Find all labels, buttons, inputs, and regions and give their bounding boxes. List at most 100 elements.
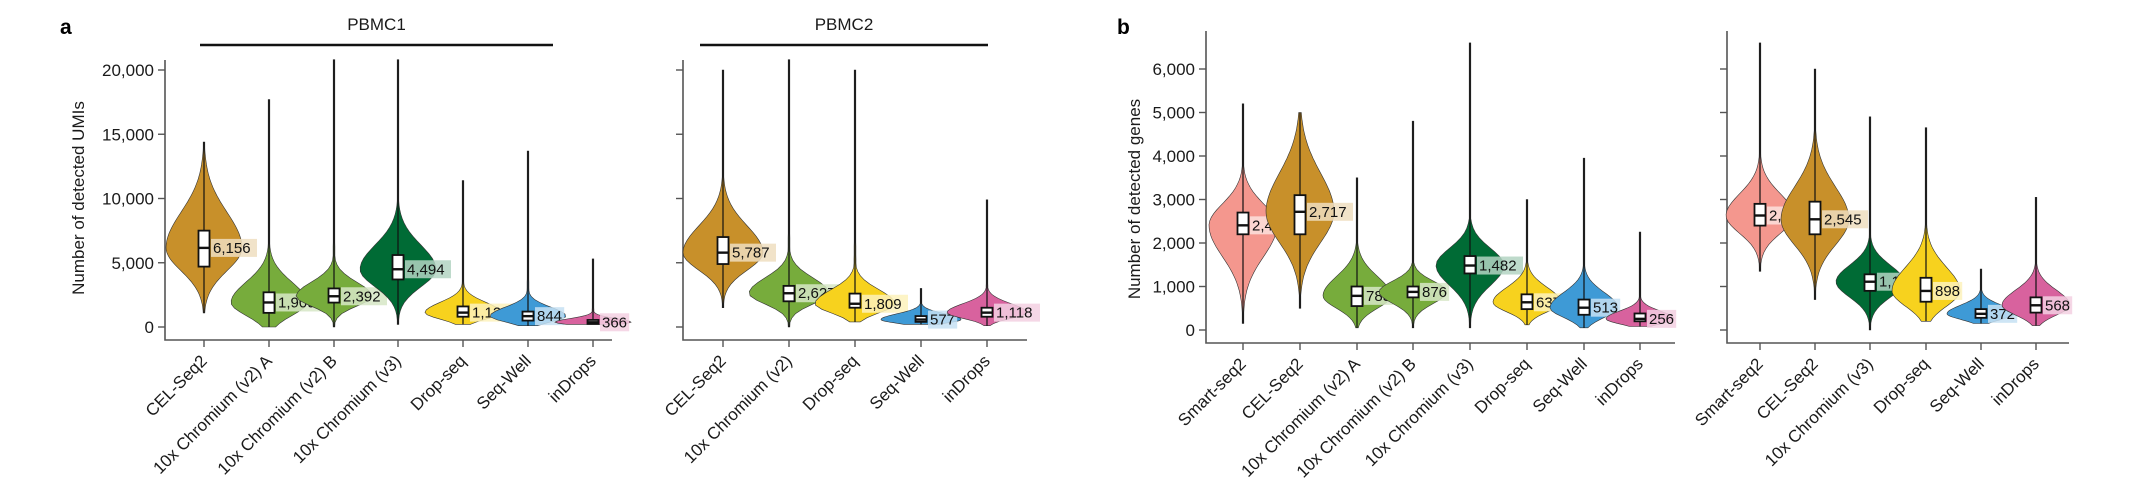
plot-1: PBMC2 5,787 CEL-Seq2 2,627 10x Chromium (v2)… xyxy=(661,15,1040,467)
violin-drop-seq: 1,809 xyxy=(815,69,908,323)
median-label: 577 xyxy=(930,312,955,329)
x-tick-label-seq-well: Seq-Well xyxy=(1529,354,1591,416)
panel-letter-a: a xyxy=(60,16,72,39)
median-label-bg xyxy=(928,310,958,329)
median-label: 1,482 xyxy=(1479,258,1517,275)
x-tick-label-10x-chromium-v2-a: 10x Chromium (v2) A xyxy=(149,351,276,478)
median-label: 366 xyxy=(602,314,627,331)
violin-indrops: 568 xyxy=(2001,197,2073,326)
violin-indrops: 1,118 xyxy=(946,199,1040,326)
x-tick-label-10x-chromium-v3: 10x Chromium (v3) xyxy=(289,351,405,467)
median-label: 2,545 xyxy=(1824,211,1862,228)
y-tick-label: 2,000 xyxy=(1152,234,1195,253)
x-tick-label-seq-well: Seq-Well xyxy=(473,351,535,413)
x-tick-label-10x-chromium-v2-b: 10x Chromium (v2) B xyxy=(214,351,341,478)
median-label: 2,392 xyxy=(343,288,381,305)
plot-0: 0 5,000 10,000 15,000 20,000 PBMC1 6,156 CEL-Se… xyxy=(102,15,632,478)
median-label-bg xyxy=(600,313,630,332)
iqr-box xyxy=(1633,312,1647,323)
iqr-box xyxy=(1808,200,1822,236)
x-tick-label-indrops: inDrops xyxy=(1988,354,2043,409)
median-label-bg xyxy=(1933,281,1963,300)
median-label: 4,494 xyxy=(407,261,445,278)
y-tick-label: 20,000 xyxy=(102,61,154,80)
median-label: 844 xyxy=(537,308,562,325)
median-label-bg xyxy=(1647,309,1677,328)
y-tick-label: 6,000 xyxy=(1152,60,1195,79)
median-label-bg xyxy=(341,287,387,306)
median-label-bg xyxy=(862,294,908,313)
x-tick-label-drop-seq: Drop-seq xyxy=(799,351,862,414)
x-tick-label-seq-well: Seq-Well xyxy=(1926,354,1988,416)
x-tick-label-smart-seq2: Smart-seq2 xyxy=(1691,354,1767,430)
median-label: 5,787 xyxy=(732,245,770,262)
violin-cel-seq2: 5,787 xyxy=(682,69,776,308)
median-label: 513 xyxy=(1593,300,1618,317)
violin-seq-well: 577 xyxy=(880,288,962,329)
violin-drop-seq: 898 xyxy=(1891,127,1963,322)
axis-lines xyxy=(1205,31,1675,344)
median-label-bg xyxy=(1420,282,1450,301)
median-label-bg xyxy=(211,238,257,257)
y-tick-label: 4,000 xyxy=(1152,147,1195,166)
x-tick-label-smart-seq2: Smart-seq2 xyxy=(1174,354,1250,430)
median-label-bg xyxy=(1477,256,1523,275)
violin-10x-chromium-v3: 4,494 xyxy=(359,59,451,325)
violin-indrops: 256 xyxy=(1605,231,1677,328)
violin-10x-chromium-v2-b: 2,392 xyxy=(295,59,387,328)
violin-10x-chromium-v2: 2,627 xyxy=(748,59,842,328)
y-tick-label: 5,000 xyxy=(1152,104,1195,123)
y-axis-title-genes: Number of detected genes xyxy=(1125,99,1144,299)
violin-cel-seq2: 2,717 xyxy=(1265,112,1353,309)
median-label-bg xyxy=(405,260,451,279)
y-tick-label: 5,000 xyxy=(111,254,154,273)
iqr-box xyxy=(391,254,405,281)
iqr-box xyxy=(716,236,730,265)
violin-indrops: 366 xyxy=(554,258,632,332)
x-tick-label-cel-seq2: CEL-Seq2 xyxy=(142,351,211,420)
y-tick-label: 15,000 xyxy=(102,125,154,144)
plot-2: 01,0002,0003,0004,0005,0006,0002,406Smar… xyxy=(1152,31,1677,481)
x-tick-label-indrops: inDrops xyxy=(1592,354,1647,409)
median-label: 2,717 xyxy=(1309,204,1347,221)
violin-drop-seq: 1,120 xyxy=(424,180,516,325)
median-label-bg xyxy=(994,303,1040,322)
x-tick-label-seq-well: Seq-Well xyxy=(866,351,928,413)
panel-letter-b: b xyxy=(1117,16,1130,39)
median-label: 898 xyxy=(1935,283,1960,300)
median-label-bg xyxy=(535,307,565,326)
median-label: 876 xyxy=(1422,284,1447,301)
x-tick-label-drop-seq: Drop-seq xyxy=(407,351,470,414)
median-label-bg xyxy=(2043,296,2073,315)
x-tick-label-indrops: inDrops xyxy=(939,351,994,406)
violin-10x-chromium-v2-a: 785 xyxy=(1322,177,1394,329)
y-tick-label: 1,000 xyxy=(1152,278,1195,297)
iqr-box xyxy=(1236,211,1250,236)
violin-seq-well: 513 xyxy=(1549,157,1621,329)
y-tick-label: 0 xyxy=(1186,321,1195,340)
x-tick-label-10x-chromium-v2: 10x Chromium (v2) xyxy=(680,351,796,467)
violin-10x-chromium-v2-b: 876 xyxy=(1378,120,1450,329)
x-tick-label-indrops: inDrops xyxy=(545,351,600,406)
y-tick-label: 3,000 xyxy=(1152,191,1195,210)
y-tick-label: 0 xyxy=(145,318,154,337)
axis-lines xyxy=(1726,31,2069,344)
violin-10x-chromium-v3: 1,482 xyxy=(1435,42,1523,329)
median-label: 6,156 xyxy=(213,240,251,257)
median-label-bg xyxy=(1307,202,1353,221)
y-tick-label: 10,000 xyxy=(102,190,154,209)
median-label-bg xyxy=(730,243,776,262)
iqr-box xyxy=(1293,194,1307,236)
x-tick-label-10x-chromium-v3: 10x Chromium (v3) xyxy=(1361,354,1477,470)
x-tick-label-drop-seq: Drop-seq xyxy=(1870,354,1933,417)
x-tick-label-10x-chromium-v3: 10x Chromium (v3) xyxy=(1761,354,1877,470)
x-tick-label-drop-seq: Drop-seq xyxy=(1471,354,1534,417)
median-label: 568 xyxy=(2045,297,2070,314)
violin-cel-seq2: 6,156 xyxy=(165,141,257,314)
x-tick-label-cel-seq2: CEL-Seq2 xyxy=(661,351,730,420)
violin-cel-seq2: 2,545 xyxy=(1780,68,1868,300)
median-label-bg xyxy=(1822,210,1868,229)
median-label: 1,809 xyxy=(864,296,902,313)
